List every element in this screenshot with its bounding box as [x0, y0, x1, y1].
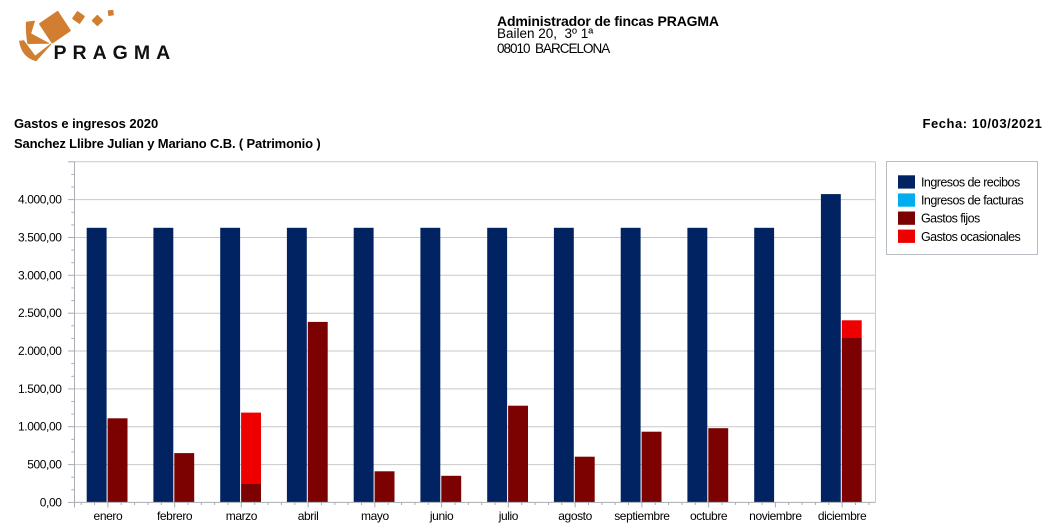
svg-text:octubre: octubre [690, 509, 728, 523]
svg-text:enero: enero [94, 509, 123, 523]
svg-text:junio: junio [429, 509, 454, 523]
svg-text:Ingresos de recibos: Ingresos de recibos [921, 176, 1020, 190]
svg-text:2.000,00: 2.000,00 [18, 344, 62, 358]
svg-text:noviembre: noviembre [749, 509, 802, 523]
svg-text:Gastos ocasionales: Gastos ocasionales [921, 230, 1020, 244]
svg-text:0,00: 0,00 [40, 495, 62, 509]
svg-text:Gastos fijos: Gastos fijos [921, 212, 980, 226]
svg-text:3.000,00: 3.000,00 [18, 268, 62, 282]
svg-text:mayo: mayo [361, 509, 389, 523]
svg-text:2.500,00: 2.500,00 [18, 306, 62, 320]
svg-text:febrero: febrero [157, 509, 193, 523]
svg-text:500,00: 500,00 [27, 458, 62, 472]
svg-text:diciembre: diciembre [818, 509, 867, 523]
svg-text:4.000,00: 4.000,00 [18, 193, 62, 207]
svg-text:marzo: marzo [226, 509, 258, 523]
svg-text:julio: julio [498, 509, 519, 523]
svg-text:1.500,00: 1.500,00 [18, 382, 62, 396]
svg-text:3.500,00: 3.500,00 [18, 231, 62, 245]
svg-text:abril: abril [298, 509, 319, 523]
svg-text:agosto: agosto [558, 509, 592, 523]
svg-text:septiembre: septiembre [614, 509, 670, 523]
svg-text:Ingresos de facturas: Ingresos de facturas [921, 194, 1024, 208]
svg-text:1.000,00: 1.000,00 [18, 420, 62, 434]
